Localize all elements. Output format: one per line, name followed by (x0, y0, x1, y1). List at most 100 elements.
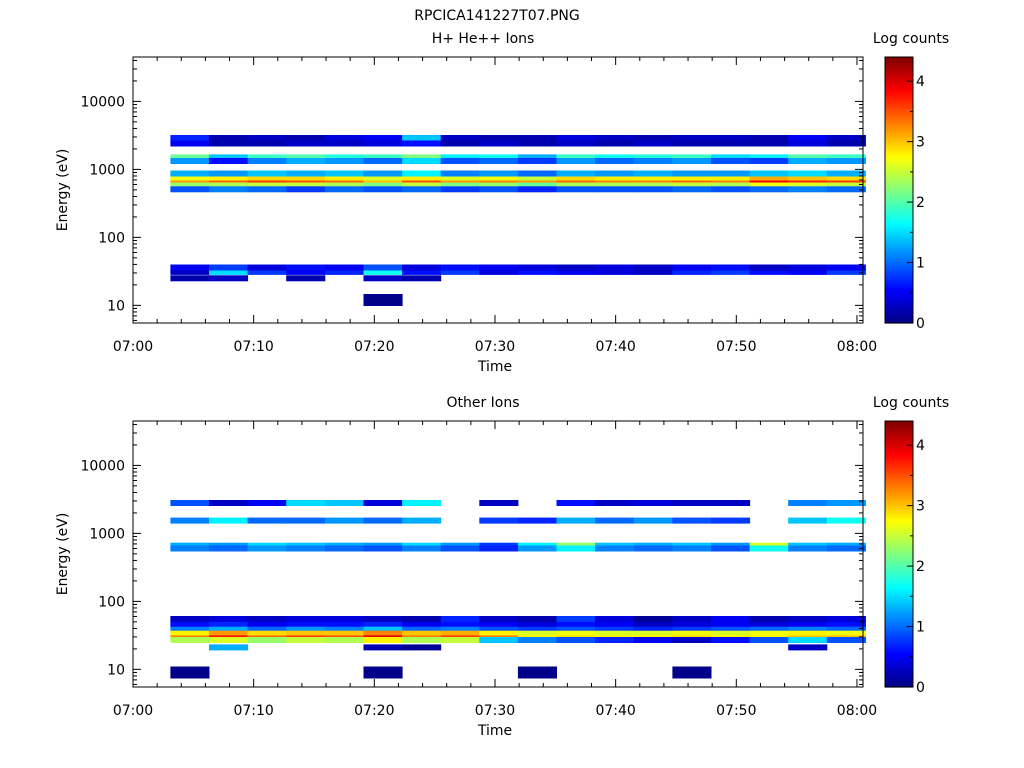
colorbar-segment (885, 587, 913, 591)
heatmap-cell (440, 182, 480, 189)
heatmap-cell (363, 294, 403, 306)
colorbar-segment (885, 653, 913, 657)
heatmap-cell (363, 616, 403, 622)
heatmap-cell (595, 178, 635, 185)
heatmap-cell (633, 500, 673, 506)
heatmap-cell (711, 170, 751, 177)
heatmap-cell (556, 140, 596, 147)
x-tick-label: 07:20 (354, 339, 394, 355)
colorbar-segment (885, 647, 913, 650)
heatmap-cell (749, 186, 789, 193)
colorbar-segment (885, 503, 913, 506)
heatmap-cell (672, 174, 712, 181)
heatmap-cell (209, 178, 249, 185)
heatmap-cell (402, 178, 442, 185)
colorbar-segment (885, 225, 913, 229)
heatmap-cell (170, 174, 210, 181)
colorbar-segment (885, 154, 913, 158)
heatmap-cell (711, 264, 751, 271)
heatmap-cell (479, 517, 519, 524)
colorbar-segment (885, 247, 913, 251)
heatmap-cell (402, 637, 442, 643)
colorbar-segment (885, 181, 913, 184)
heatmap-cell (595, 629, 635, 636)
colorbar-segment (885, 655, 913, 659)
heatmap-cell (363, 140, 403, 147)
heatmap-cell (672, 500, 712, 506)
colorbar-segment (885, 496, 913, 500)
heatmap-cell (517, 666, 557, 679)
heatmap-cell (170, 637, 210, 643)
heatmap-cell (170, 629, 210, 636)
colorbar-segment (885, 305, 913, 309)
colorbar-segment (885, 156, 913, 160)
colorbar-segment (885, 76, 913, 80)
heatmap-cell (247, 545, 287, 552)
colorbar-segment (885, 88, 913, 91)
heatmap-cell (826, 186, 866, 193)
heatmap-cell (711, 158, 751, 164)
colorbar-segment (885, 139, 913, 142)
colorbar-segment (885, 607, 913, 611)
heatmap-cell (209, 268, 249, 275)
x-tick-label: 07:00 (113, 339, 153, 355)
heatmap-cell (633, 629, 673, 636)
heatmap-cell (247, 154, 287, 161)
heatmap-cell (402, 135, 442, 141)
colorbar-segment (885, 252, 913, 255)
colorbar-tick-label: 2 (916, 559, 925, 575)
heatmap-cell (595, 620, 635, 627)
colorbar-tick-label: 0 (916, 316, 925, 332)
heatmap-cell (170, 268, 210, 275)
heatmap-cell (479, 620, 519, 627)
heatmap-cell (440, 140, 480, 147)
heatmap-cell (788, 624, 828, 631)
heatmap-cell (711, 624, 751, 631)
colorbar-segment (885, 538, 913, 542)
heatmap-cell (402, 517, 442, 524)
colorbar-segment (885, 671, 913, 675)
heatmap-cell (402, 644, 442, 651)
heatmap-cell (479, 264, 519, 271)
heatmap-cell (209, 545, 249, 552)
colorbar-segment (885, 269, 913, 273)
colorbar-segment (885, 318, 913, 322)
colorbar-segment (885, 68, 913, 71)
heatmap-cell (286, 140, 326, 147)
heatmap-cell (286, 637, 326, 643)
heatmap-cell (479, 545, 519, 552)
heatmap-cell (633, 264, 673, 271)
colorbar-segment (885, 551, 913, 555)
heatmap-cell (749, 629, 789, 636)
heatmap-cell (402, 158, 442, 164)
colorbar-segment (885, 522, 913, 526)
heatmap-cell (633, 186, 673, 193)
heatmap-cell (402, 154, 442, 161)
heatmap-cell (595, 264, 635, 271)
heatmap-cell (324, 545, 364, 552)
heatmap-cell (209, 174, 249, 181)
colorbar-segment (885, 110, 913, 114)
y-axis-label: Energy (eV) (55, 513, 71, 596)
heatmap-cell (209, 182, 249, 189)
heatmap-cell (711, 186, 751, 193)
colorbar-segment (885, 70, 913, 74)
colorbar-segment (885, 585, 913, 588)
colorbar-segment (885, 249, 913, 253)
heatmap-cell (788, 264, 828, 271)
heatmap-cell (479, 178, 519, 185)
heatmap-cell (170, 666, 210, 679)
colorbar-segment (885, 622, 913, 626)
y-tick-label: 10000 (80, 94, 125, 110)
heatmap-cell (788, 268, 828, 275)
heatmap-cell (556, 632, 596, 639)
colorbar-segment (885, 527, 913, 531)
heatmap-cell (247, 178, 287, 185)
colorbar-segment (885, 232, 913, 235)
heatmap-cell (402, 620, 442, 627)
heatmap-cell (711, 620, 751, 627)
heatmap-cell (749, 616, 789, 622)
heatmap-cell (247, 158, 287, 164)
heatmap-cell (170, 500, 210, 506)
